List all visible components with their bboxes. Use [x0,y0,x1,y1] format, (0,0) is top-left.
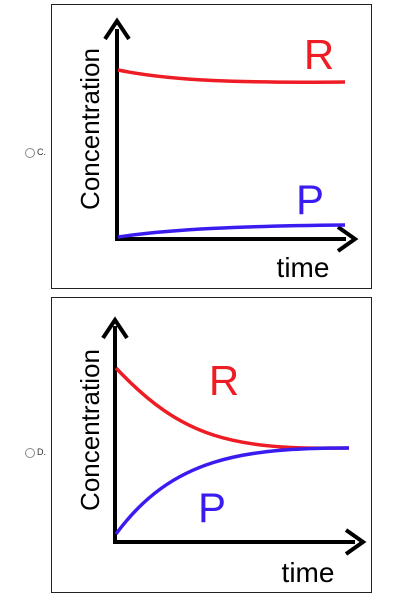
x-axis-arrow-icon [336,225,359,253]
y-axis-label: Concentration [75,349,105,511]
option-label: C. [37,147,46,157]
series-p-line [117,223,346,239]
series-r-label: R [209,357,239,404]
series-r-label: R [304,31,334,78]
y-axis-arrow-icon [103,17,131,41]
radio-button-icon[interactable] [25,148,35,158]
y-axis-arrow-icon [101,316,129,340]
concentration-time-graph: Concentration time R P [75,316,367,588]
series-p-label: P [198,484,226,531]
series-p-label: P [296,176,324,223]
radio-button-icon[interactable] [25,448,35,458]
y-axis-label: Concentration [75,48,105,210]
x-axis-label: time [277,252,330,283]
x-axis-label: time [282,557,335,588]
graph-panel: Concentration time R P [51,297,372,593]
answer-option-c[interactable]: C. Concentration time R P [0,0,416,295]
answer-option-d[interactable]: D. Concentration time R P [0,295,416,607]
series-p-line [114,446,350,536]
graph-panel: Concentration time R P [51,4,372,289]
x-axis-arrow-icon [344,528,367,556]
concentration-time-graph: Concentration time R P [75,17,359,283]
series-r-line [117,68,346,84]
option-label: D. [37,447,46,457]
